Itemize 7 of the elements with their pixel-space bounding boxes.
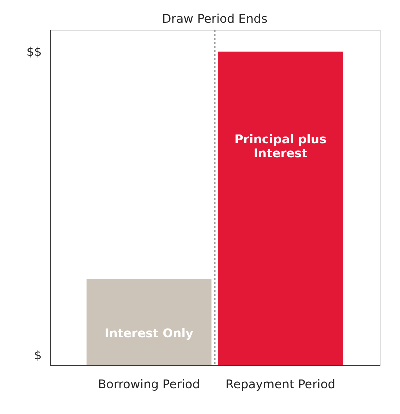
- text: $$: [26, 44, 42, 59]
- x-tick-label: Borrowing Period: [98, 378, 200, 392]
- annotation: Principal plus Interest: [234, 132, 327, 161]
- annotation: Interest Only: [104, 326, 194, 340]
- text: $: [34, 348, 42, 363]
- x-tick-label: Repayment Period: [226, 378, 336, 392]
- text: Draw Period Ends: [162, 12, 268, 26]
